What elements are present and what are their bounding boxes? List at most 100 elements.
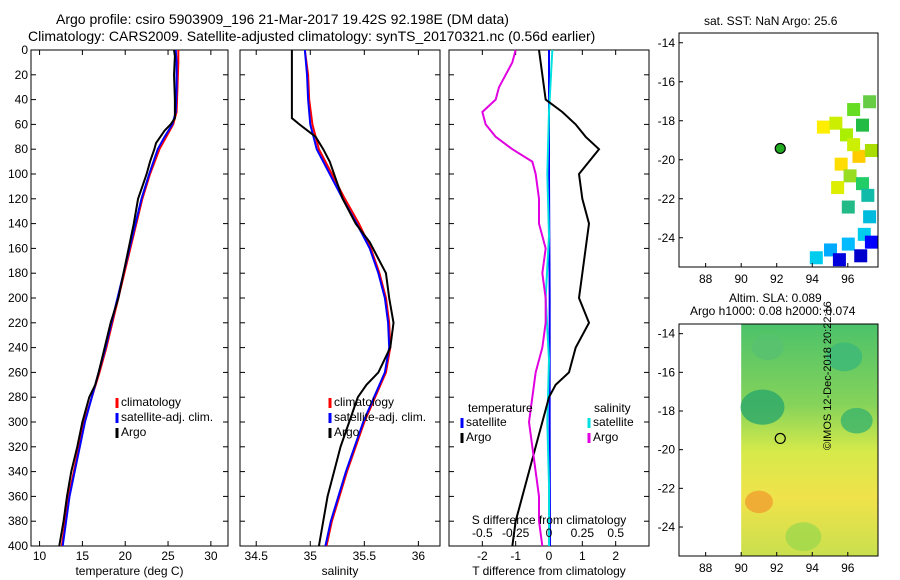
map-xtick-label: 92 xyxy=(770,561,784,575)
legend-label: satellite xyxy=(593,415,634,429)
legend-label: satellite-adj. clim. xyxy=(334,410,426,424)
map-ytick-label: -14 xyxy=(658,36,676,50)
ytick-label: 280 xyxy=(8,390,28,404)
map-ytick-label: -24 xyxy=(658,520,676,534)
sst-pixel xyxy=(864,235,878,249)
map-xtick-label: 94 xyxy=(806,272,820,286)
series-temperature-2 xyxy=(58,49,176,547)
xlabel-top-difference: S difference from climatology xyxy=(472,513,627,527)
series-difference-2 xyxy=(511,49,601,547)
xtick-label: -2 xyxy=(477,549,488,563)
legend-title-temperature: temperature xyxy=(468,401,533,415)
xtick-label: 1 xyxy=(579,549,586,563)
map-xtick-label: 94 xyxy=(806,561,820,575)
legend-title-salinity: salinity xyxy=(594,401,631,415)
series-temperature-1 xyxy=(61,49,178,547)
xtick-label: 10 xyxy=(33,549,47,563)
sst-pixel xyxy=(831,181,845,195)
sst-pixel xyxy=(829,116,843,130)
xtick-label: 35 xyxy=(304,549,318,563)
sst-pixel xyxy=(832,253,846,267)
sst-pixel xyxy=(863,210,877,224)
imos-credit: ©IMOS 12-Dec-2018 20:22:16 xyxy=(822,301,834,450)
ytick-label: 200 xyxy=(8,291,28,305)
map-ytick-label: -22 xyxy=(658,192,676,206)
sla-blob xyxy=(785,522,822,552)
ytick-label: 380 xyxy=(8,514,28,528)
map-xtick-label: 90 xyxy=(735,272,749,286)
xtick-label: 0 xyxy=(546,549,553,563)
sla-blob xyxy=(740,389,785,425)
sst-pixel xyxy=(852,149,866,163)
sst-pixel xyxy=(854,249,868,263)
sst-pixel xyxy=(841,237,855,251)
sst-pixel xyxy=(864,144,878,157)
map-frame-sst xyxy=(678,32,879,268)
ytick-label: 260 xyxy=(8,365,28,379)
series-difference-3 xyxy=(481,49,547,547)
xtick-s-label: 0 xyxy=(546,526,553,540)
map-ytick-label: -22 xyxy=(658,481,676,495)
sst-pixel xyxy=(816,120,830,134)
legend-label: climatology xyxy=(121,395,181,409)
ytick-label: 100 xyxy=(8,167,28,181)
title-line1: Argo profile: csiro 5903909_196 21-Mar-2… xyxy=(56,11,509,27)
legend-label: Argo xyxy=(334,425,360,439)
sst-pixel xyxy=(856,177,870,191)
ytick-label: 180 xyxy=(8,266,28,280)
ytick-label: 40 xyxy=(15,93,29,107)
xlabel-salinity: salinity xyxy=(322,564,359,578)
ytick-label: 20 xyxy=(15,68,29,82)
ytick-label: 360 xyxy=(8,489,28,503)
legend-label: satellite-adj. clim. xyxy=(121,410,213,424)
sst-pixel xyxy=(847,138,861,152)
map-ytick-label: -24 xyxy=(658,231,676,245)
sst-pixel xyxy=(856,118,870,132)
series-salinity-1 xyxy=(303,49,391,547)
argo-location-marker xyxy=(774,142,786,155)
map-ytick-label: -14 xyxy=(658,327,676,341)
sla-blob xyxy=(826,342,863,372)
sst-map-title: sat. SST: NaN Argo: 25.6 xyxy=(704,14,838,28)
ytick-label: 320 xyxy=(8,440,28,454)
ytick-label: 140 xyxy=(8,217,28,231)
ytick-label: 80 xyxy=(15,142,29,156)
xtick-label: 36 xyxy=(412,549,426,563)
series-salinity-2 xyxy=(290,50,395,547)
xtick-label: 15 xyxy=(76,549,90,563)
map-xtick-label: 88 xyxy=(699,561,713,575)
sla-map-title1: Altim. SLA: 0.089 xyxy=(729,291,822,305)
series-temperature-0 xyxy=(60,50,180,547)
ytick-label: 0 xyxy=(21,43,28,57)
ytick-label: 160 xyxy=(8,241,28,255)
series-salinity-0 xyxy=(303,49,392,547)
sst-pixel xyxy=(841,200,855,214)
xtick-label: 35.5 xyxy=(353,549,377,563)
xtick-label: -1 xyxy=(510,549,521,563)
legend-label: Argo xyxy=(466,430,492,444)
sla-blob xyxy=(840,407,873,434)
xtick-label: 2 xyxy=(612,549,619,563)
map-ytick-label: -16 xyxy=(658,75,676,89)
xlabel-temperature: temperature (deg C) xyxy=(75,564,183,578)
legend-label: climatology xyxy=(334,395,394,409)
legend-label: Argo xyxy=(593,430,619,444)
panel-frame-salinity xyxy=(239,49,441,547)
map-xtick-label: 92 xyxy=(770,272,784,286)
xtick-s-label: 0.5 xyxy=(607,526,624,540)
sst-pixel xyxy=(861,188,875,202)
title-line2: Climatology: CARS2009. Satellite-adjuste… xyxy=(28,28,596,44)
map-ytick-label: -18 xyxy=(658,114,676,128)
panel-frame-temperature xyxy=(30,49,229,547)
map-ytick-label: -16 xyxy=(658,365,676,379)
xtick-s-label: -0.25 xyxy=(502,526,530,540)
sst-pixel xyxy=(834,157,848,171)
ytick-label: 60 xyxy=(15,117,29,131)
sla-blob xyxy=(751,334,784,361)
xtick-label: 34.5 xyxy=(245,549,269,563)
sst-pixel xyxy=(847,103,861,117)
map-xtick-label: 90 xyxy=(735,561,749,575)
map-ytick-label: -20 xyxy=(658,153,676,167)
ytick-label: 240 xyxy=(8,341,28,355)
